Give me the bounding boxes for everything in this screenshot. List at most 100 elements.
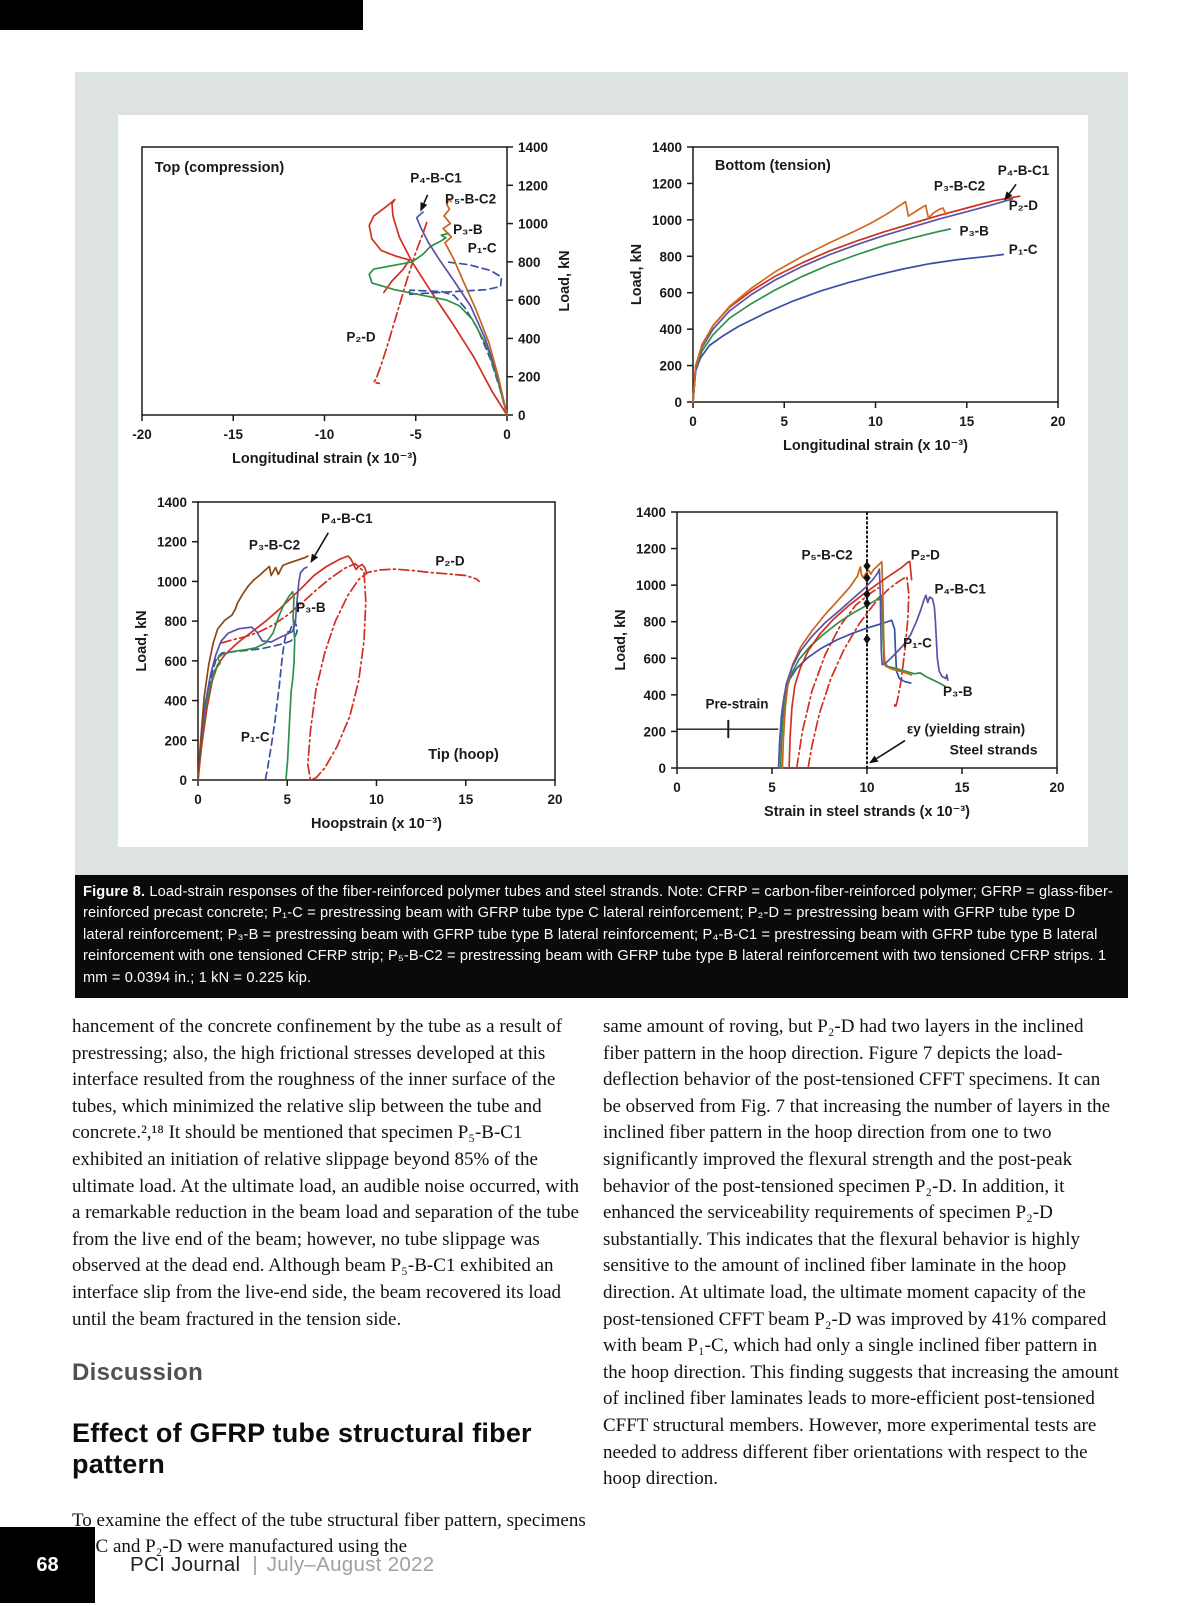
- right-column: same amount of roving, but P₂-D had two …: [603, 1014, 1119, 1561]
- svg-text:-5: -5: [410, 427, 422, 442]
- svg-text:0: 0: [673, 780, 681, 795]
- svg-text:-15: -15: [223, 427, 243, 442]
- svg-text:10: 10: [859, 780, 874, 795]
- svg-text:P₂-D: P₂-D: [911, 548, 940, 563]
- svg-text:Longitudinal strain (x 10⁻³): Longitudinal strain (x 10⁻³): [783, 438, 968, 454]
- svg-text:200: 200: [659, 359, 682, 374]
- svg-text:200: 200: [518, 370, 541, 385]
- svg-text:Tip (hoop): Tip (hoop): [428, 747, 499, 763]
- left-column: hancement of the concrete confinement by…: [72, 1014, 588, 1561]
- svg-text:600: 600: [518, 293, 541, 308]
- svg-text:P₁-C: P₁-C: [468, 241, 497, 256]
- figure-8-caption: Figure 8. Load-strain responses of the f…: [75, 875, 1128, 999]
- svg-text:P₃-B: P₃-B: [296, 600, 326, 615]
- svg-text:0: 0: [689, 414, 697, 429]
- svg-text:1200: 1200: [157, 535, 187, 550]
- svg-text:400: 400: [518, 331, 541, 346]
- svg-text:400: 400: [659, 322, 682, 337]
- svg-text:Bottom (tension): Bottom (tension): [715, 158, 831, 174]
- svg-text:Pre-strain: Pre-strain: [706, 697, 769, 712]
- svg-text:1400: 1400: [636, 505, 666, 520]
- svg-text:200: 200: [164, 733, 187, 748]
- journal-separator: |: [252, 1553, 258, 1576]
- svg-text:20: 20: [547, 792, 562, 807]
- svg-text:P₄-B-C1: P₄-B-C1: [321, 511, 373, 526]
- svg-text:800: 800: [659, 249, 682, 264]
- chart-bottom-tension: 0 5 10 15 200200400600800100012001400Longitu…: [629, 140, 1066, 454]
- svg-text:1000: 1000: [157, 574, 187, 589]
- svg-text:1400: 1400: [518, 140, 548, 155]
- chart-steel-strands: 0 5 10 15 200200400600800100012001400Strain …: [613, 505, 1065, 820]
- svg-text:P₃-B-C2: P₃-B-C2: [934, 179, 985, 194]
- svg-text:P₁-C: P₁-C: [241, 729, 270, 744]
- svg-text:0: 0: [179, 773, 187, 788]
- journal-issue: July–August 2022: [266, 1553, 435, 1576]
- svg-text:800: 800: [643, 615, 666, 630]
- svg-text:P₃-B: P₃-B: [453, 222, 483, 237]
- top-black-bar: [0, 0, 363, 30]
- svg-text:-10: -10: [315, 427, 335, 442]
- svg-text:P₂-D: P₂-D: [1009, 198, 1038, 213]
- svg-text:600: 600: [659, 286, 682, 301]
- svg-text:P₂-D: P₂-D: [346, 329, 375, 344]
- svg-text:0: 0: [194, 792, 202, 807]
- svg-text:0: 0: [658, 761, 666, 776]
- svg-text:10: 10: [868, 414, 883, 429]
- svg-text:P₄-B-C1: P₄-B-C1: [934, 581, 986, 596]
- chart-top-compression: -20 -15 -10 -5 00 200 400 600 800 1000 1200 1400 Lon…: [132, 140, 573, 467]
- svg-text:Load, kN: Load, kN: [557, 250, 573, 311]
- svg-text:0: 0: [674, 395, 682, 410]
- svg-text:εy (yielding strain): εy (yielding strain): [907, 721, 1025, 736]
- svg-text:P₂-D: P₂-D: [435, 554, 464, 569]
- figure-8-panel: -20 -15 -10 -5 0 0 200 400 600 800 1000 1200 1400 Lon…: [75, 72, 1128, 875]
- journal-line: PCI Journal | July–August 2022: [130, 1527, 435, 1603]
- right-paragraph-1: same amount of roving, but P₂-D had two …: [603, 1016, 1119, 1490]
- figure-8: -20 -15 -10 -5 0 0 200 400 600 800 1000 1200 1400 Lon…: [75, 72, 1128, 999]
- svg-text:P₄-B-C1: P₄-B-C1: [410, 170, 462, 185]
- svg-text:1200: 1200: [518, 178, 548, 193]
- svg-text:1000: 1000: [636, 578, 666, 593]
- svg-text:0: 0: [503, 427, 511, 442]
- svg-text:800: 800: [518, 255, 541, 270]
- svg-text:5: 5: [780, 414, 788, 429]
- svg-text:-20: -20: [132, 427, 152, 442]
- svg-text:0: 0: [518, 408, 526, 423]
- svg-text:15: 15: [954, 780, 970, 795]
- svg-text:P₅-B-C2: P₅-B-C2: [801, 548, 852, 563]
- section-heading-discussion: Discussion: [72, 1359, 204, 1387]
- svg-text:P₃-B: P₃-B: [943, 684, 973, 699]
- page-number-box: 68: [0, 1527, 95, 1603]
- svg-text:P₁-C: P₁-C: [1009, 242, 1038, 257]
- left-paragraph-2: To examine the effect of the tube struct…: [72, 1509, 586, 1558]
- chart-tip-hoop: 0 5 10 15 200200400600800100012001400Hoopstr…: [134, 495, 563, 832]
- svg-text:15: 15: [458, 792, 474, 807]
- svg-text:Load, kN: Load, kN: [613, 609, 629, 670]
- svg-text:1400: 1400: [157, 495, 187, 510]
- figure-caption-text: Load-strain responses of the fiber-reinf…: [83, 884, 1113, 986]
- svg-text:P₃-B: P₃-B: [959, 223, 989, 238]
- svg-text:1200: 1200: [652, 176, 682, 191]
- svg-text:Longitudinal strain (x 10⁻³): Longitudinal strain (x 10⁻³): [232, 451, 417, 467]
- svg-text:P₃-B-C2: P₃-B-C2: [249, 538, 300, 553]
- svg-text:Steel strands: Steel strands: [950, 741, 1038, 757]
- svg-text:600: 600: [164, 654, 187, 669]
- svg-text:Hoopstrain (x 10⁻³): Hoopstrain (x 10⁻³): [311, 816, 442, 832]
- svg-text:1400: 1400: [652, 140, 682, 155]
- svg-text:P₅-B-C2: P₅-B-C2: [445, 191, 496, 206]
- subsection-heading-effect: Effect of GFRP tube structural fiber pat…: [72, 1417, 532, 1480]
- svg-text:20: 20: [1050, 414, 1065, 429]
- svg-text:Load, kN: Load, kN: [629, 244, 645, 305]
- figure-caption-label: Figure 8.: [83, 884, 146, 900]
- svg-text:800: 800: [164, 614, 187, 629]
- svg-text:10: 10: [369, 792, 384, 807]
- svg-text:400: 400: [164, 694, 187, 709]
- page-footer: 68 PCI Journal | July–August 2022: [0, 1527, 1200, 1606]
- svg-text:Top (compression): Top (compression): [155, 160, 285, 176]
- figure-8-charts: -20 -15 -10 -5 0 0 200 400 600 800 1000 1200 1400 Lon…: [118, 115, 1088, 847]
- svg-text:1000: 1000: [652, 213, 682, 228]
- svg-text:5: 5: [768, 780, 776, 795]
- svg-text:1000: 1000: [518, 217, 548, 232]
- svg-text:Strain in steel strands (x 10⁻: Strain in steel strands (x 10⁻³): [764, 804, 970, 820]
- svg-text:P₁-C: P₁-C: [903, 635, 932, 650]
- article-body: hancement of the concrete confinement by…: [72, 1014, 1132, 1561]
